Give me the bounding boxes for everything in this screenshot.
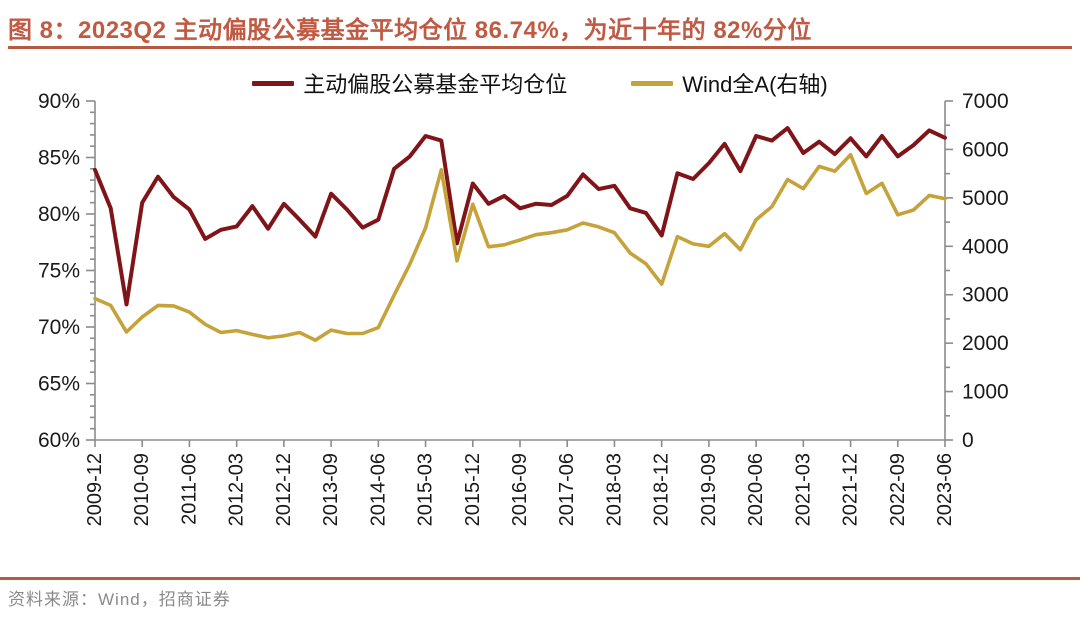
dual-axis-line-chart: 60% 65% 70% 75% 80% 85% 90% 0 1000 2000 3000 4000 50…	[38, 90, 1009, 526]
x-axis-tick-label: 2012-03	[226, 453, 248, 526]
right-axis-tick-label: 4000	[962, 235, 1009, 258]
x-axis-tick-label: 2009-12	[84, 453, 106, 526]
x-axis-tick-label: 2010-09	[131, 453, 153, 526]
left-axis-tick-label: 75%	[38, 260, 80, 283]
right-axis-tick-label: 3000	[962, 284, 1009, 307]
source-note: 资料来源：Wind，招商证券	[8, 590, 231, 609]
right-axis-tick-label: 7000	[962, 90, 1009, 113]
x-axis-tick-label: 2021-12	[840, 453, 862, 526]
left-axis-tick-label: 60%	[38, 429, 80, 452]
figure-title: 图 8：2023Q2 主动偏股公募基金平均仓位 86.74%，为近十年的 82%…	[8, 17, 812, 44]
x-axis-tick-label: 2012-12	[273, 453, 295, 526]
footer-rule	[0, 577, 1080, 580]
x-axis-tick-label: 2011-06	[178, 453, 200, 525]
legend-item-wind-index: Wind全A(右轴)	[631, 67, 828, 99]
x-axis-tick-label: 2015-12	[462, 453, 484, 526]
x-axis-tick-label: 2017-06	[556, 453, 578, 526]
x-axis-tick-label: 2022-09	[887, 453, 909, 526]
left-axis-tick-label: 80%	[38, 203, 80, 226]
legend-label: Wind全A(右轴)	[682, 72, 828, 97]
x-axis-tick-label: 2015-03	[415, 453, 437, 526]
right-axis-tick-label: 6000	[962, 138, 1009, 161]
x-axis-tick-label: 2018-12	[651, 453, 673, 526]
wind-index-line	[93, 153, 947, 343]
x-axis-tick-label: 2023-06	[934, 453, 956, 526]
left-axis-tick-label: 90%	[38, 90, 80, 113]
title-underline	[8, 46, 1072, 49]
chart-legend: 主动偏股公募基金平均仓位 Wind全A(右轴)	[0, 66, 1080, 100]
right-axis-tick-label: 0	[962, 429, 974, 452]
right-axis-tick-label: 5000	[962, 187, 1009, 210]
legend-label: 主动偏股公募基金平均仓位	[303, 72, 568, 97]
x-axis-tick-label: 2018-03	[603, 453, 625, 526]
legend-item-fund-position: 主动偏股公募基金平均仓位	[252, 67, 567, 99]
left-axis-tick-label: 70%	[38, 316, 80, 339]
x-axis-tick-label: 2016-09	[509, 453, 531, 526]
left-axis-tick-label: 65%	[38, 373, 80, 396]
x-axis-tick-label: 2020-06	[745, 453, 767, 526]
x-axis-tick-label: 2019-09	[698, 453, 720, 526]
fund-position-line	[93, 126, 947, 307]
right-axis-tick-label: 2000	[962, 332, 1009, 355]
right-axis-tick-label: 1000	[962, 381, 1009, 404]
x-axis-tick-label: 2021-03	[792, 453, 814, 526]
x-axis-tick-label: 2013-09	[320, 453, 342, 526]
left-axis-tick-label: 85%	[38, 147, 80, 170]
index-line-swatch-icon	[631, 80, 674, 86]
x-axis-tick-label: 2014-06	[367, 453, 389, 526]
fund-line-swatch-icon	[252, 80, 295, 86]
